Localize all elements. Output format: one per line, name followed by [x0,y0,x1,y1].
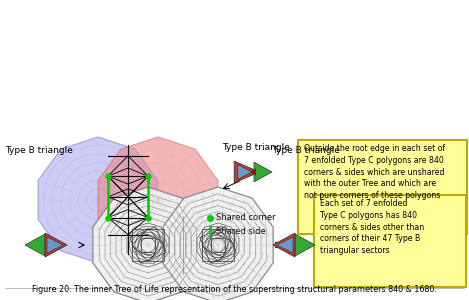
Polygon shape [98,137,218,263]
Polygon shape [163,187,273,300]
Text: Type B triangle: Type B triangle [272,146,340,155]
Text: Each set of 7 enfolded
Type C polygons has 840
corners & sides other than
corner: Each set of 7 enfolded Type C polygons h… [320,199,424,255]
Polygon shape [277,237,293,253]
Polygon shape [47,237,63,253]
Polygon shape [295,234,315,256]
Text: Type B triangle: Type B triangle [5,146,73,155]
Polygon shape [238,165,252,179]
Polygon shape [93,187,203,300]
FancyBboxPatch shape [298,140,467,234]
Text: Outside the root edge in each set of
7 enfolded Type C polygons are 840
corners : Outside the root edge in each set of 7 e… [304,144,445,200]
Polygon shape [25,234,45,256]
FancyBboxPatch shape [314,195,466,287]
Text: Shared corner: Shared corner [216,214,276,223]
Polygon shape [273,233,295,257]
Polygon shape [254,162,272,182]
Polygon shape [250,169,256,175]
Text: Type B triangle: Type B triangle [222,143,290,152]
Text: Figure 20. The inner Tree of Life representation of the superstring structural p: Figure 20. The inner Tree of Life repres… [31,285,437,294]
Polygon shape [38,137,158,263]
Text: Shared side: Shared side [216,226,266,236]
Polygon shape [234,161,259,183]
Polygon shape [45,233,67,257]
